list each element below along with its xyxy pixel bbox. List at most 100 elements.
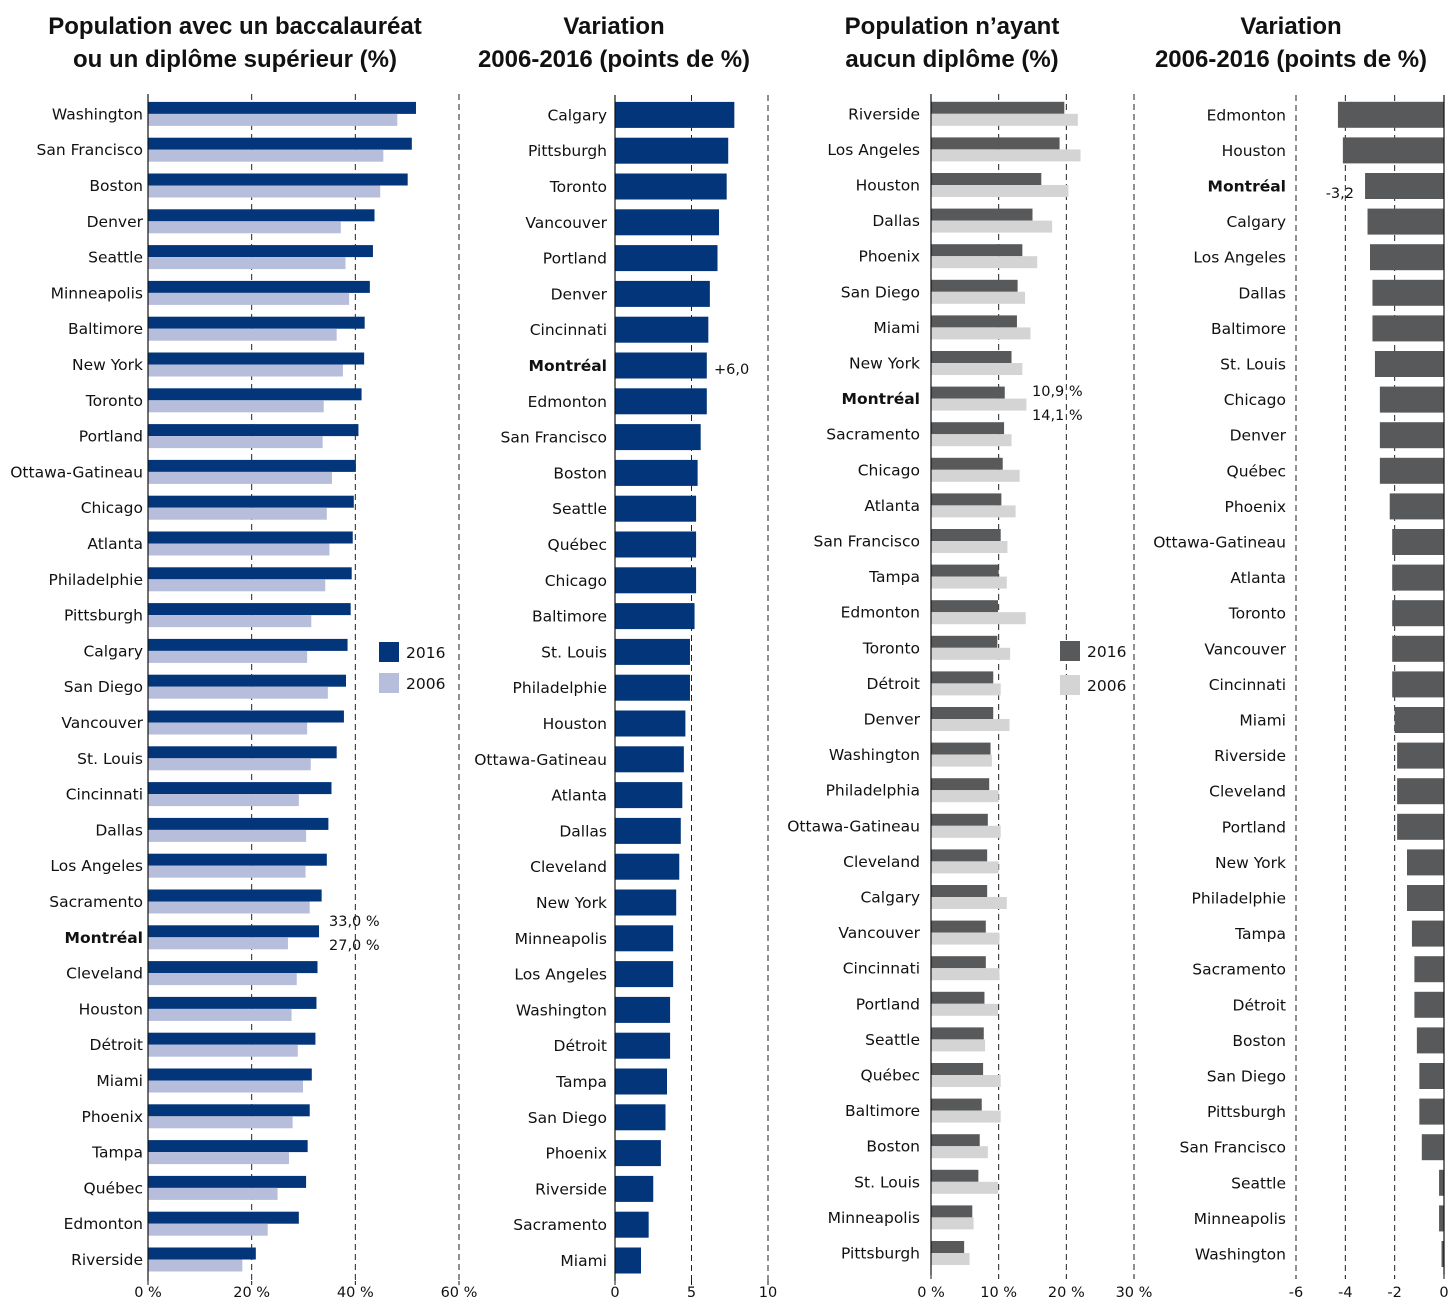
category-label: Pittsburgh <box>1207 1103 1286 1121</box>
category-label: Seattle <box>1231 1174 1286 1192</box>
chart-title: aucun diplôme (%) <box>845 46 1058 73</box>
bar <box>931 1003 998 1016</box>
category-label: Miami <box>96 1072 143 1090</box>
bar <box>148 209 375 222</box>
chart-title: Population avec un baccalauréat <box>48 13 421 40</box>
bar <box>615 1211 649 1238</box>
x-tick-label: 30 % <box>1116 1285 1153 1299</box>
category-label: New York <box>849 355 920 373</box>
bar <box>931 351 1012 363</box>
category-label: Boston <box>89 177 143 195</box>
bar <box>148 424 359 437</box>
bar <box>931 1205 973 1218</box>
category-label: St. Louis <box>1220 356 1286 374</box>
category-label: Phoenix <box>1225 498 1287 516</box>
category-label: San Diego <box>1207 1068 1286 1086</box>
category-label: Calgary <box>83 642 143 660</box>
category-label: Détroit <box>1233 996 1286 1014</box>
category-label: Denver <box>1230 427 1287 445</box>
category-label: Atlanta <box>864 497 920 515</box>
data-label: 27,0 % <box>329 938 380 954</box>
category-label: Baltimore <box>68 320 143 338</box>
legend-swatch <box>1060 675 1080 695</box>
bar <box>148 973 297 986</box>
bar <box>148 674 347 687</box>
bar <box>148 316 365 329</box>
category-label: Riverside <box>535 1180 607 1198</box>
category-label: Los Angeles <box>50 857 143 875</box>
bar <box>931 422 1005 435</box>
bar <box>615 316 709 343</box>
category-label: Atlanta <box>87 535 143 553</box>
bar <box>615 137 729 164</box>
bar <box>931 920 986 933</box>
bar <box>931 1075 1001 1087</box>
bar <box>615 388 707 415</box>
bar <box>615 925 674 952</box>
category-label: Edmonton <box>64 1215 143 1233</box>
bar <box>615 710 686 737</box>
bar <box>615 245 718 272</box>
bar <box>931 505 1016 518</box>
category-label: Calgary <box>547 106 607 124</box>
category-label: San Diego <box>528 1109 607 1127</box>
data-label: 14,1 % <box>1032 408 1083 424</box>
category-label: Portland <box>543 250 607 268</box>
bar <box>931 897 1007 909</box>
bar <box>1394 707 1444 733</box>
bar <box>931 1253 970 1265</box>
bar <box>931 1098 982 1111</box>
bar <box>615 531 697 558</box>
bar <box>148 507 327 520</box>
bar <box>615 1104 666 1131</box>
category-label: Cincinnati <box>843 960 920 978</box>
bar <box>148 364 343 377</box>
bar <box>931 149 1081 162</box>
bar <box>615 674 690 701</box>
category-label: Portland <box>856 995 920 1013</box>
bar <box>931 825 1001 838</box>
x-tick-label: -4 <box>1338 1285 1352 1299</box>
category-label: Tampa <box>868 568 920 586</box>
category-label: Philadelphie <box>1192 890 1286 908</box>
legend-label: 2016 <box>406 644 445 662</box>
bar <box>931 849 988 862</box>
bar <box>615 209 720 236</box>
bar <box>148 149 384 162</box>
bar <box>148 257 346 270</box>
category-label: Vancouver <box>525 214 607 232</box>
category-label: Riverside <box>1214 747 1286 765</box>
x-tick-label: 10 <box>759 1285 777 1299</box>
category-label: Philadelphie <box>513 679 607 697</box>
bar <box>931 683 1001 696</box>
bar <box>931 1134 980 1147</box>
bar <box>1389 493 1444 520</box>
category-label: Seattle <box>88 249 143 267</box>
category-label: Baltimore <box>845 1102 920 1120</box>
bar <box>931 244 1023 257</box>
category-label: Cleveland <box>843 853 920 871</box>
data-label: 10,9 % <box>1032 384 1083 400</box>
bar <box>615 638 690 665</box>
bar <box>148 459 356 472</box>
bar <box>931 1217 974 1230</box>
category-label: Houston <box>856 177 920 195</box>
category-label: Dallas <box>559 822 607 840</box>
category-label: Washington <box>52 105 143 123</box>
category-label: Cincinnati <box>66 786 143 804</box>
bar <box>931 719 1010 731</box>
bar <box>931 220 1053 233</box>
category-label: Cincinnati <box>530 321 607 339</box>
category-label: Miami <box>1239 712 1286 730</box>
category-label: New York <box>536 894 607 912</box>
category-label: Pittsburgh <box>841 1245 920 1263</box>
category-label: Baltimore <box>1211 320 1286 338</box>
category-label: Vancouver <box>838 924 920 942</box>
category-label: Chicago <box>858 461 920 479</box>
bar <box>1421 1134 1444 1161</box>
category-label: Calgary <box>860 889 920 907</box>
bar <box>148 1068 312 1081</box>
bar <box>615 961 674 988</box>
category-label: Ottawa-Gatineau <box>1153 534 1286 552</box>
bar <box>1365 173 1444 199</box>
